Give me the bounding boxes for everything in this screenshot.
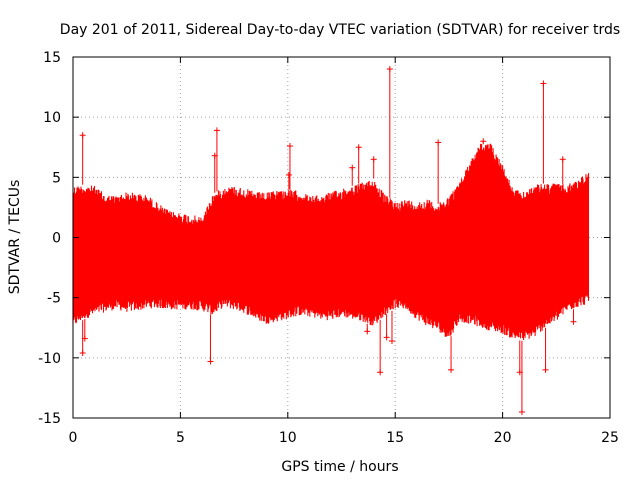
- data-point-marker: [355, 144, 362, 151]
- data-point-marker: [285, 171, 292, 178]
- y-tick-label: 0: [52, 231, 61, 247]
- y-tick-label: 5: [52, 170, 61, 186]
- data-point-marker: [386, 66, 393, 73]
- data-point-marker: [79, 132, 86, 139]
- data-point-marker: [542, 366, 549, 373]
- data-point-marker: [79, 350, 86, 357]
- data-point-marker: [518, 408, 525, 415]
- data-point-marker: [377, 369, 384, 376]
- data-point-marker: [340, 198, 347, 205]
- x-axis-label: GPS time / hours: [281, 459, 398, 475]
- data-point-marker: [388, 337, 395, 344]
- data-point-marker: [448, 366, 455, 373]
- data-point-marker: [570, 318, 577, 325]
- axis-ticks: [72, 56, 611, 419]
- x-tick-label: 10: [279, 430, 297, 446]
- x-tick-label: 5: [176, 430, 185, 446]
- chart-title: Day 201 of 2011, Sidereal Day-to-day VTE…: [60, 22, 620, 38]
- data-point-marker: [383, 334, 390, 341]
- y-tick-label: -5: [47, 291, 61, 307]
- data-point-marker: [364, 328, 371, 335]
- data-point-marker: [435, 139, 442, 146]
- y-tick-label: -10: [38, 351, 61, 367]
- x-tick-label: 25: [601, 430, 619, 446]
- x-tick-label: 0: [69, 430, 78, 446]
- data-point-marker: [211, 152, 218, 159]
- data-point-marker: [540, 80, 547, 87]
- y-tick-label: -15: [38, 411, 61, 427]
- x-tick-label: 20: [494, 430, 512, 446]
- y-tick-label: 10: [43, 110, 61, 126]
- x-tick-label: 15: [386, 430, 404, 446]
- data-point-marker: [480, 138, 487, 145]
- data-point-marker: [349, 164, 356, 171]
- data-point-marker: [213, 127, 220, 134]
- data-point-marker: [207, 358, 214, 365]
- data-point-marker: [81, 335, 88, 342]
- data-point-marker: [286, 143, 293, 150]
- data-point-marker: [370, 156, 377, 163]
- y-tick-label: 15: [43, 50, 61, 66]
- data-series-sdtvar: [72, 66, 590, 415]
- y-axis-label: SDTVAR / TECUs: [7, 180, 23, 295]
- data-point-marker: [559, 156, 566, 163]
- axis-tick-labels: 0 5 10 15 20 25 -15 -10 -5 0 5 10 15: [38, 50, 619, 446]
